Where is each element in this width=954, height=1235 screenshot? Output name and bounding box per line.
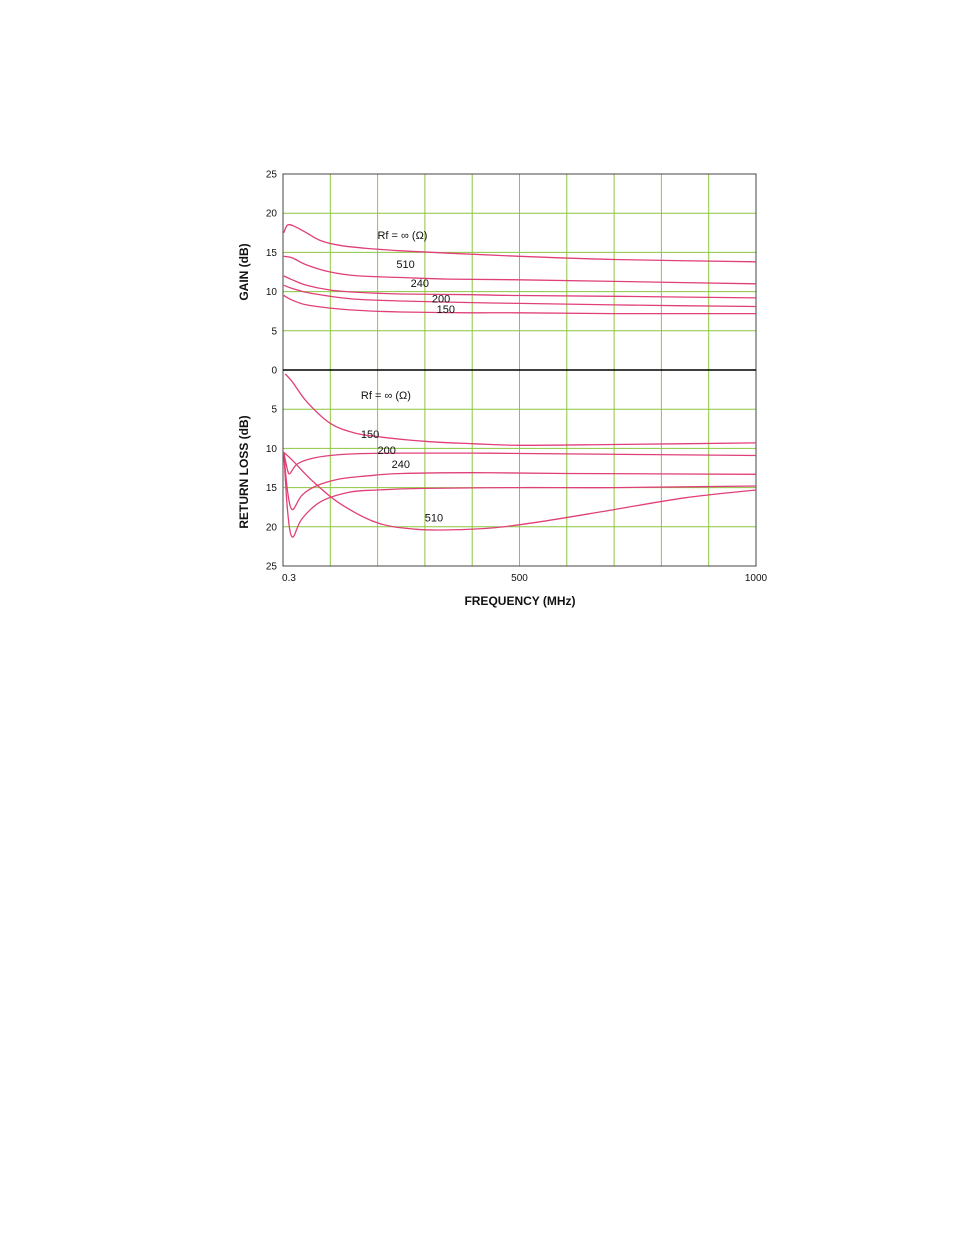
gain-tick-label: 15: [266, 248, 278, 259]
curves: [283, 223, 757, 538]
return-loss-tick-label: 15: [266, 483, 278, 494]
return-loss-tick-label: 20: [266, 522, 278, 533]
gain-tick-label: 25: [266, 170, 278, 181]
return-loss-tick-label: 10: [266, 444, 278, 455]
gain-curve-label: 510: [396, 259, 414, 271]
return-loss-curve-label: 150: [361, 429, 379, 441]
return-loss-curve-label: 510: [425, 512, 443, 524]
return-loss-curve-4: [283, 452, 757, 538]
x-axis-title: FREQUENCY (MHz): [464, 594, 575, 608]
return-loss-curve-3: [283, 452, 757, 511]
gain-curve-label: 240: [411, 278, 429, 290]
gain-tick-label: 20: [266, 209, 278, 220]
x-tick-label: 0.3: [282, 573, 296, 584]
gain-axis-title: GAIN (dB): [237, 243, 251, 300]
gain-curve-2: [283, 255, 757, 285]
return-loss-axis-title: RETURN LOSS (dB): [237, 415, 251, 528]
gain-curve-label: Rf = ∞ (Ω): [377, 230, 427, 242]
gain-curve-5: [283, 294, 757, 315]
return-loss-curve-label: 240: [392, 459, 410, 471]
gain-curve-label: 150: [437, 304, 455, 316]
x-tick-label: 500: [511, 573, 528, 584]
return-loss-curve-label: 200: [377, 445, 395, 457]
gain-tick-label: 5: [271, 326, 277, 337]
return-loss-curve-5: [283, 451, 757, 531]
gain-curve-label: 200: [432, 294, 450, 306]
gain-curve-4: [283, 284, 757, 308]
gain-curve-3: [283, 275, 757, 299]
return-loss-tick-label: 5: [271, 405, 277, 416]
return-loss-curve-label: Rf = ∞ (Ω): [361, 390, 411, 402]
return-loss-tick-label: 25: [266, 562, 278, 573]
return-loss-curve-2: [283, 452, 757, 475]
gain-tick-label: 10: [266, 287, 278, 298]
gain-tick-label: 0: [271, 366, 277, 377]
x-tick-label: 1000: [745, 573, 768, 584]
gain-curve-1: [283, 223, 757, 263]
return-loss-curve-1: [284, 373, 757, 446]
